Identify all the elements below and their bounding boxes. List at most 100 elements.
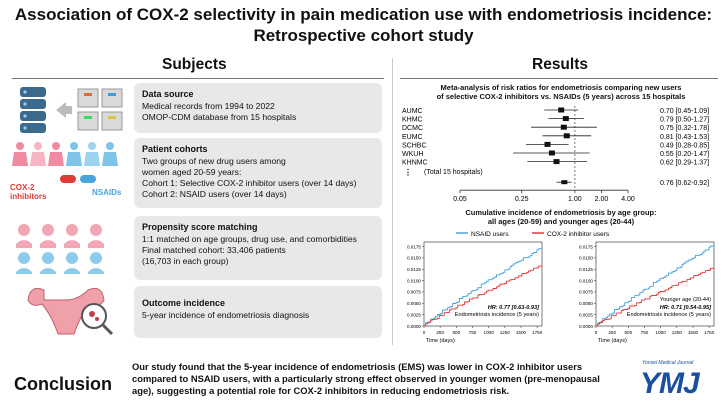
forest-row-value: 0.79 [0.50-1.27]: [660, 117, 709, 124]
card-line: OMOP-CDM database from 15 hospitals: [142, 112, 297, 122]
panel-younger-ages: 0.0000 0.0025 0.0050 0.0075 0.0100 0.0125 0.01…: [579, 241, 715, 344]
card-line: 5-year incidence of endometriosis diagno…: [142, 310, 310, 320]
forest-row-label: AUMC: [402, 108, 423, 115]
title-line-2: Retrospective cohort study: [253, 26, 474, 45]
y-tick-label: 0.0050: [579, 301, 593, 306]
forest-point: [544, 141, 551, 147]
y-tick-label: 0.0175: [579, 244, 593, 249]
forest-tick-label: 0.05: [453, 196, 467, 203]
card-line: Two groups of new drug users among: [142, 156, 286, 166]
forest-point: [560, 124, 567, 130]
card-heading: Outcome incidence: [142, 298, 226, 308]
cumulative-title-line1: Cumulative incidence of endometriosis by…: [465, 208, 657, 217]
title-line-1: Association of COX-2 selectivity in pain…: [14, 5, 713, 24]
nsaid-pill-icon: [80, 175, 96, 183]
legend-nsaid-label: NSAID users: [471, 231, 509, 238]
y-tick-label: 0.0100: [579, 278, 593, 283]
nsaid-label: NSAIDs: [92, 188, 122, 197]
x-tick-label: 500: [452, 330, 460, 335]
cox2-curve: [596, 267, 715, 327]
card-heading: Patient cohorts: [142, 144, 208, 154]
forest-point: [553, 159, 560, 165]
x-tick-label: 1750: [704, 330, 715, 335]
ymj-logo: YMJ: [640, 367, 700, 400]
cox2-label-line2: inhibitors: [10, 192, 47, 201]
forest-row-value: 0.49 [0.28-0.85]: [660, 142, 709, 149]
y-tick-label: 0.0150: [407, 256, 421, 261]
card-data-source: Data source Medical records from 1994 to…: [134, 83, 382, 133]
subjects-rule: [12, 78, 384, 79]
card-line: Cohort 2: NSAID users (over 14 days): [142, 189, 287, 199]
forest-title-line2: of selective COX-2 inhibitors vs. NSAIDs…: [436, 92, 686, 101]
y-tick-label: 0.0125: [407, 267, 421, 272]
card-line: Final matched cohort: 33,406 patients: [142, 245, 286, 255]
cox2-curve: [424, 265, 543, 327]
uterus-icon: [27, 287, 114, 336]
x-tick-label: 1500: [688, 330, 699, 335]
results-rule: [400, 78, 718, 79]
forest-ellipsis: ⋮: [404, 168, 412, 177]
card-line: Medical records from 1994 to 2022: [142, 101, 275, 111]
forest-tick-label: 4.00: [621, 196, 635, 203]
hazard-ratio: HR: 0.77 [0.63-0.93]: [488, 305, 540, 311]
conclusion-text: Our study found that the 5-year incidenc…: [132, 361, 600, 396]
plot-frame: [595, 241, 715, 327]
nsaid-curve: [424, 247, 543, 327]
forest-plot: AUMC 0.70 [0.45-1.09] KHMC 0.79 [0.50-1.27]…: [402, 106, 709, 203]
card-outcome: Outcome incidence 5-year incidence of en…: [134, 286, 382, 338]
y-tick-label: 0.0025: [579, 312, 593, 317]
forest-point: [563, 133, 570, 139]
legend-cox2-label: COX-2 inhibitor users: [547, 231, 610, 238]
forest-summary-value: 0.76 [0.62-0.92]: [660, 180, 709, 187]
x-tick-label: 1250: [500, 330, 511, 335]
forest-tick-label: 2.00: [595, 196, 609, 203]
forest-row-label: SCHBC: [402, 142, 427, 149]
forest-point: [548, 150, 555, 156]
forest-total-label: (Total 15 hospitals): [424, 169, 483, 176]
x-tick-label: 500: [624, 330, 632, 335]
panel-caption: Endometriosis incidence (5 years): [455, 312, 539, 318]
nsaid-curve: [596, 245, 715, 327]
forest-tick-label: 0.25: [515, 196, 529, 203]
cumulative-title: Cumulative incidence of endometriosis by…: [398, 208, 724, 226]
x-tick-label: 1500: [516, 330, 527, 335]
forest-row-value: 0.62 [0.29-1.37]: [660, 160, 709, 167]
pill-icons: [60, 175, 96, 183]
hazard-ratio: HR: 0.71 [0.54-0.95]: [660, 305, 712, 311]
card-line: (16,703 in each group): [142, 256, 229, 266]
forest-row-label: WKUH: [402, 151, 423, 158]
x-axis-label: Time (days): [426, 338, 455, 344]
cumulative-title-line2: all ages (20-59) and younger ages (20-44…: [487, 217, 635, 226]
card-line: women aged 20-59 years:: [142, 167, 242, 177]
y-tick-label: 0.0125: [579, 267, 593, 272]
database-icon: [20, 87, 123, 133]
forest-row-value: 0.81 [0.43-1.53]: [660, 134, 709, 141]
y-tick-label: 0.0075: [579, 290, 593, 295]
y-tick-label: 0.0050: [407, 301, 421, 306]
arrow-left-icon: [56, 102, 72, 118]
x-tick-label: 250: [608, 330, 616, 335]
y-tick-label: 0.0075: [407, 290, 421, 295]
y-tick-label: 0.0175: [407, 244, 421, 249]
cox2-label-line1: COX-2: [10, 183, 35, 192]
conclusion-label: Conclusion: [14, 374, 112, 394]
card-propensity-matching: Propensity score matching 1:1 matched on…: [134, 216, 382, 280]
forest-row-label: KHNMC: [402, 160, 428, 167]
matched-women-icon: [16, 224, 104, 274]
forest-row-label: KHMC: [402, 117, 423, 124]
forest-row-value: 0.70 [0.45-1.09]: [660, 108, 709, 115]
x-tick-label: 1250: [672, 330, 683, 335]
x-tick-label: 250: [436, 330, 444, 335]
forest-point: [558, 107, 565, 113]
plot-frame: [423, 241, 543, 327]
card-line: 1:1 matched on age groups, drug use, and…: [142, 234, 357, 244]
poster-title: Association of COX-2 selectivity in pain…: [0, 4, 727, 46]
panel-all-ages: 0.0000 0.0025 0.0050 0.0075 0.0100 0.0125 0.01…: [407, 241, 543, 344]
x-tick-label: 1000: [484, 330, 495, 335]
cox2-label: COX-2 inhibitors: [10, 183, 46, 201]
forest-row-value: 0.55 [0.20-1.47]: [660, 151, 709, 158]
forest-point: [562, 116, 569, 122]
forest-tick-label: 1.00: [568, 196, 582, 203]
card-line: Cohort 1: Selective COX-2 inhibitor user…: [142, 178, 357, 188]
panel-caption: Endometriosis incidence (5 years): [627, 312, 711, 318]
